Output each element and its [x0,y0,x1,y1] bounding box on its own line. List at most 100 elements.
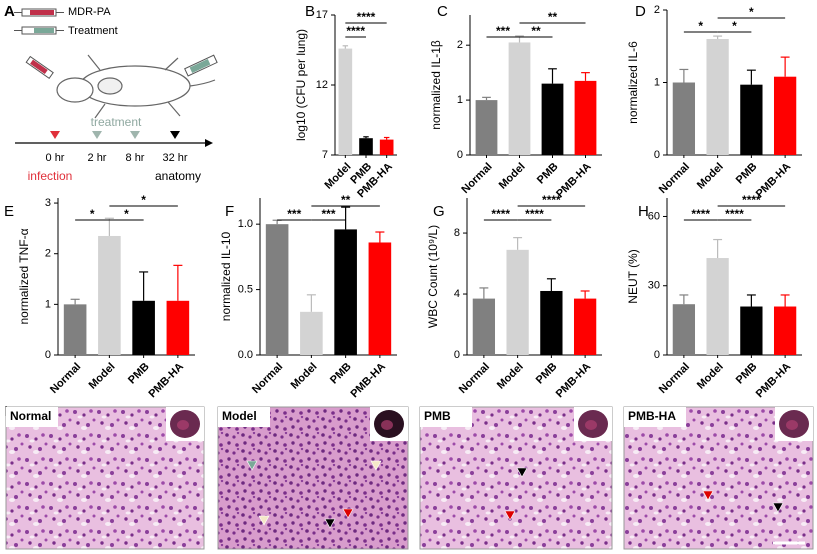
image-label-bg [624,407,686,427]
arrowhead [370,460,382,471]
y-tick-label: 0 [654,349,660,361]
bar [379,139,394,155]
image-label-bg [6,407,58,427]
x-tick-label: Model [695,161,726,192]
time-label: 8 hr [126,152,145,164]
event-label: infection [28,169,73,183]
significance-label: *** [496,24,510,38]
x-tick-label: PMB [734,361,760,387]
significance-label: * [141,193,146,207]
x-tick-label: PMB-HA [348,361,388,401]
x-tick-label: Normal [657,361,692,396]
bar-chart: G WBC Count (10⁹/L) 0 4 8 Normal Model PMBPMB-H… [426,193,602,400]
phase-label: treatment [91,115,142,129]
arrowhead [504,510,516,521]
y-axis-label: log10 (CFU per lung) [294,29,308,141]
y-tick-label: 0 [457,149,463,161]
panel-letter: B [305,3,315,20]
time-marker [50,131,60,139]
x-tick-label: PMB-HA [554,361,594,401]
lung-inset-highlight [177,420,189,430]
y-tick-label: 0.5 [238,283,253,295]
significance-label: **** [346,24,365,38]
bar [132,300,155,355]
significance-label: **** [491,207,510,221]
significance-label: * [749,5,754,19]
bar [475,100,498,155]
x-tick-label: Normal [657,161,692,196]
y-tick-label: 0.0 [238,349,253,361]
y-tick-label: 0 [454,349,460,361]
bar [773,306,797,355]
x-tick-label: PMB [126,361,152,387]
arrowhead [702,490,714,501]
bar [706,39,729,155]
bar [672,82,696,155]
legend-label: MDR-PA [68,6,111,18]
y-tick-label: 1.0 [238,218,253,230]
schematic: A MDR-PA Treatment treatment 0 hr [4,3,218,183]
arrowhead [516,467,528,478]
bar [706,258,729,355]
y-axis-label: normalized IL-1β [429,40,443,130]
y-tick-label: 4 [454,288,460,300]
x-tick-label: PMB [734,161,760,187]
arrowhead [772,502,784,513]
significance-label: * [124,207,129,221]
bar [166,300,190,355]
bar [574,80,597,155]
significance-label: **** [542,193,561,207]
y-tick-label: 1 [457,94,463,106]
image-label-bg [420,407,472,427]
bar [334,229,357,355]
x-tick-label: PMB-HA [146,361,186,401]
bar [740,306,763,355]
arrowhead [342,508,354,519]
bar [98,235,121,355]
significance-label: * [698,19,703,33]
y-tick-label: 2 [654,4,660,16]
significance-label: **** [691,207,710,221]
x-tick-label: Normal [250,361,285,396]
x-tick-label: Normal [457,361,492,396]
bar [541,83,564,155]
y-tick-label: 1 [654,76,660,88]
significance-label: **** [742,193,761,207]
bar [773,76,797,155]
y-tick-label: 17 [316,9,328,21]
arrowhead [258,515,270,526]
panel-letter: C [437,3,448,20]
image-label: Normal [10,409,51,423]
y-tick-label: 12 [316,79,328,91]
y-axis-label: NEUT (%) [626,249,640,303]
y-axis-label: normalized TNF-α [17,228,31,324]
y-axis-label: normalized IL-10 [219,231,233,321]
bar [740,84,763,155]
time-marker [170,131,180,139]
panel-letter: F [225,203,234,220]
x-tick-label: Model [497,161,528,192]
time-marker [130,131,140,139]
image-label: PMB [424,409,451,423]
x-tick-label: Model [695,361,726,392]
y-tick-label: 30 [648,280,660,292]
x-tick-label: PMB [534,361,560,387]
x-tick-label: PMB-HA [754,361,794,401]
x-tick-label: Model [87,361,118,392]
lung-inset-highlight [786,420,798,430]
x-tick-label: Normal [459,161,494,196]
y-tick-label: 2 [457,39,463,51]
y-tick-label: 0 [45,349,51,361]
legend-label: Treatment [68,25,118,37]
panel-letter: E [4,203,14,220]
bar [506,249,529,355]
significance-label: ** [531,24,541,38]
significance-label: **** [725,207,744,221]
y-axis-label: WBC Count (10⁹/L) [426,225,440,328]
panel-letter: H [638,203,649,220]
